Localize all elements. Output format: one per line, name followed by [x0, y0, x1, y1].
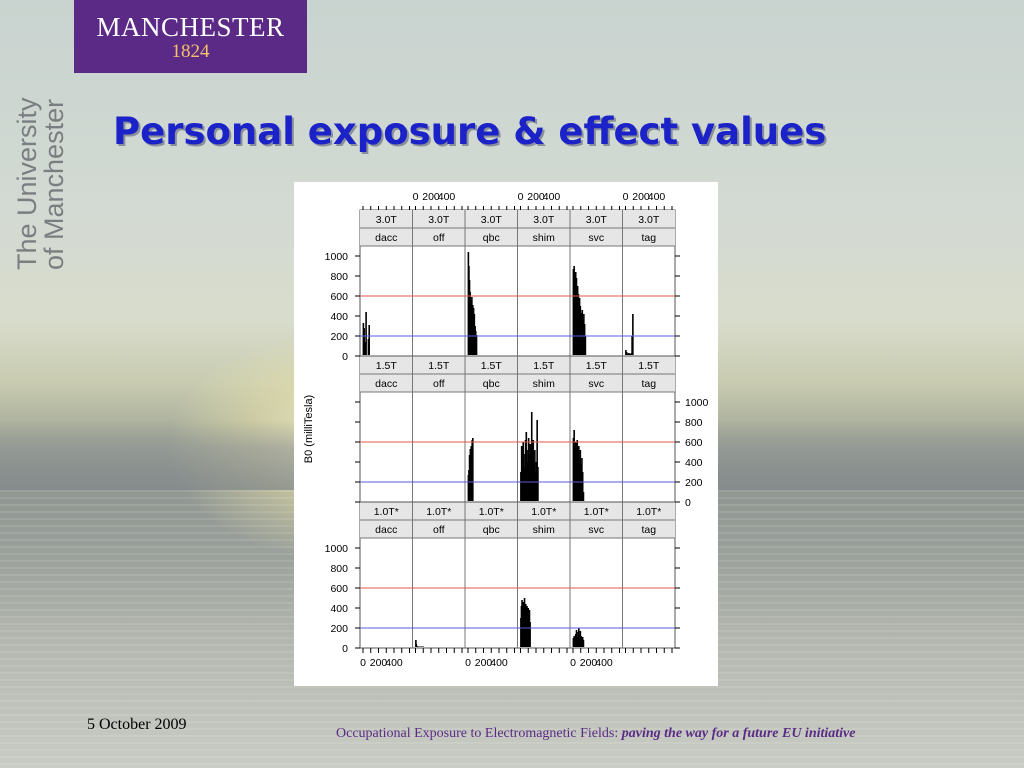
y-tick-label: 200	[330, 623, 348, 635]
side-line-1: The University	[12, 97, 42, 270]
x-tick-label: 0	[413, 191, 419, 203]
strip-label-group: svc	[588, 524, 604, 536]
x-tick-label: 400	[648, 191, 666, 203]
y-tick-label: 600	[685, 437, 703, 449]
strip-label-field: 3.0T	[481, 214, 503, 226]
y-tick-label: 200	[330, 331, 348, 343]
x-tick-label: 0	[465, 657, 471, 669]
strip-label-field: 3.0T	[376, 214, 398, 226]
strip-label-group: dacc	[375, 524, 397, 536]
x-tick-label: 200	[580, 657, 598, 669]
x-tick-label: 0	[518, 191, 524, 203]
strip-label-field: 1.0T*	[426, 506, 451, 518]
y-tick-label: 800	[330, 271, 348, 283]
trellis-bar-chart: 3.0T dacc 3.0T off 3.0T qbc 3.0T shim 3.0T svc 3.0…	[294, 182, 718, 686]
logo-year: 1824	[171, 41, 210, 62]
y-tick-label: 1000	[325, 251, 349, 263]
x-tick-label: 400	[438, 191, 456, 203]
y-tick-label: 400	[330, 311, 348, 323]
strip-label-group: dacc	[375, 232, 397, 244]
y-tick-label: 0	[342, 643, 348, 655]
y-axis-label: B0 (milliTesla)	[303, 395, 315, 463]
strip-label-field: 3.0T	[638, 214, 660, 226]
strip-label-group: tag	[641, 378, 656, 390]
y-tick-label: 800	[330, 563, 348, 575]
strip-label-group: qbc	[483, 232, 500, 244]
x-tick-label: 200	[632, 191, 650, 203]
x-tick-label: 200	[370, 657, 388, 669]
strip-label-field: 3.0T	[533, 214, 555, 226]
strip-label-group: tag	[641, 232, 656, 244]
x-tick-label: 200	[422, 191, 440, 203]
strip-label-field: 3.0T	[586, 214, 608, 226]
x-tick-label: 400	[543, 191, 561, 203]
y-tick-label: 800	[685, 417, 703, 429]
x-tick-label: 200	[527, 191, 545, 203]
logo-name: MANCHESTER	[96, 12, 285, 42]
strip-label-field: 1.5T	[428, 360, 450, 372]
slide-footer: Occupational Exposure to Electromagnetic…	[336, 726, 1016, 742]
strip-label-field: 1.5T	[533, 360, 555, 372]
strip-label-group: off	[433, 524, 445, 536]
strip-label-field: 1.5T	[481, 360, 503, 372]
side-line-2: of Manchester	[39, 98, 69, 270]
strip-label-group: shim	[533, 232, 555, 244]
y-tick-label: 200	[685, 477, 703, 489]
strip-label-field: 1.0T*	[531, 506, 556, 518]
y-tick-label: 400	[330, 603, 348, 615]
y-tick-label: 600	[330, 583, 348, 595]
y-tick-label: 0	[685, 497, 691, 509]
strip-label-group: shim	[533, 524, 555, 536]
x-tick-label: 0	[570, 657, 576, 669]
y-tick-label: 0	[342, 351, 348, 363]
chart-canvas: 3.0T dacc 3.0T off 3.0T qbc 3.0T shim 3.0T svc 3.0…	[303, 191, 709, 669]
strip-label-group: qbc	[483, 524, 500, 536]
strip-label-field: 1.5T	[376, 360, 398, 372]
strip-label-field: 1.0T*	[374, 506, 399, 518]
y-tick-label: 1000	[325, 543, 349, 555]
y-tick-label: 1000	[685, 397, 709, 409]
strip-label-field: 1.5T	[586, 360, 608, 372]
x-tick-label: 400	[385, 657, 403, 669]
x-tick-label: 0	[360, 657, 366, 669]
y-tick-label: 400	[685, 457, 703, 469]
university-logo: MANCHESTER 1824	[74, 0, 307, 73]
strip-label-group: svc	[588, 232, 604, 244]
slide-date: 5 October 2009	[87, 716, 187, 733]
x-tick-label: 200	[475, 657, 493, 669]
strip-label-field: 1.0T*	[636, 506, 661, 518]
y-tick-label: 600	[330, 291, 348, 303]
x-tick-label: 400	[595, 657, 613, 669]
footer-text: Occupational Exposure to Electromagnetic…	[336, 726, 622, 741]
strip-label-field: 1.5T	[638, 360, 660, 372]
strip-label-group: qbc	[483, 378, 500, 390]
strip-label-group: off	[433, 232, 445, 244]
x-tick-label: 400	[490, 657, 508, 669]
strip-label-group: tag	[641, 524, 656, 536]
strip-label-group: dacc	[375, 378, 397, 390]
university-side-text: The University of Manchester	[12, 70, 74, 270]
x-tick-label: 0	[623, 191, 629, 203]
strip-label-group: off	[433, 378, 445, 390]
footer-emphasis: paving the way for a future EU initiativ…	[621, 726, 856, 741]
strip-label-group: shim	[533, 378, 555, 390]
strip-label-field: 1.0T*	[479, 506, 504, 518]
strip-label-field: 1.0T*	[584, 506, 609, 518]
slide-title: Personal exposure & effect values	[113, 110, 827, 153]
strip-label-field: 3.0T	[428, 214, 450, 226]
strip-label-group: svc	[588, 378, 604, 390]
